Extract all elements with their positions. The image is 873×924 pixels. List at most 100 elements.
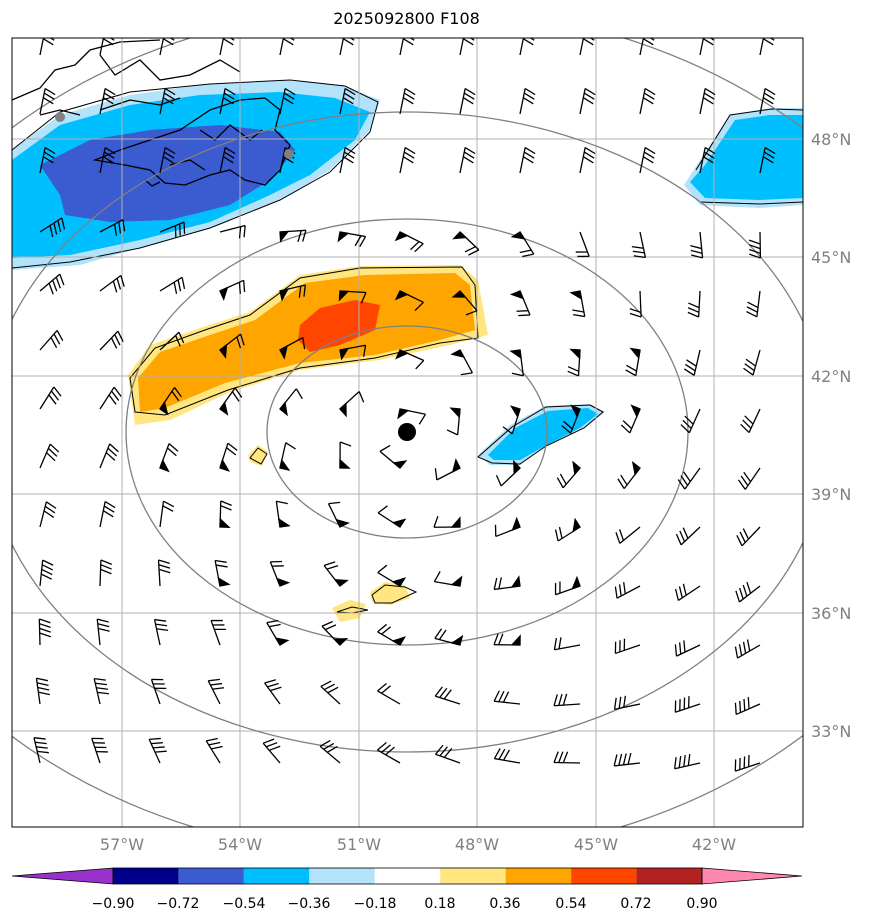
wind-barb-feather <box>524 87 536 96</box>
lon-label-57w: 57°W <box>100 835 144 854</box>
wind-barb-staff <box>699 147 706 174</box>
wind-barb-feather <box>360 292 367 304</box>
wind-barb-feather <box>112 280 118 293</box>
wind-barb-feather <box>53 222 58 235</box>
wind-barb-feather <box>618 753 623 766</box>
wind-barb-pennant <box>219 286 229 302</box>
wind-barb-pennant <box>338 290 350 302</box>
wind-barb <box>631 231 647 259</box>
wind-barb-feather <box>52 280 58 292</box>
wind-barb <box>399 87 416 115</box>
wind-barb <box>148 737 167 764</box>
wind-barb-feather <box>687 753 691 766</box>
wind-barb-feather <box>103 92 115 100</box>
wind-barb-feather <box>464 87 476 96</box>
wind-barb <box>339 87 356 115</box>
wind-barb-staff <box>459 88 466 115</box>
wind-barb-staff <box>519 147 526 174</box>
wind-barb-feather <box>498 748 506 760</box>
wind-barb <box>339 441 352 469</box>
wind-barb-staff <box>210 620 221 646</box>
coastline-segment <box>144 179 161 187</box>
wind-barb-feather <box>742 419 752 429</box>
wind-barb-staff <box>35 678 41 705</box>
wind-barb-feather <box>97 618 109 623</box>
wind-barb <box>159 331 185 351</box>
latitude-labels: 48°N 45°N 42°N 39°N 36°N 33°N <box>811 130 851 741</box>
wind-barb-feather <box>118 221 122 234</box>
wind-barb-feather <box>174 335 181 347</box>
wind-barb <box>579 146 596 174</box>
wind-barb-feather <box>243 225 246 238</box>
wind-barb-feather <box>96 687 108 690</box>
wind-barb-feather <box>704 146 716 155</box>
wind-barb <box>377 505 407 528</box>
wind-barb-staff <box>39 501 47 528</box>
wind-barb <box>159 38 175 56</box>
wind-barb-feather <box>342 38 354 46</box>
storm-center-dot <box>398 423 416 441</box>
wind-barb <box>99 330 124 351</box>
wind-barb-feather <box>684 415 694 425</box>
wind-barb-pennant <box>451 458 461 473</box>
wind-barb-pennant <box>279 230 290 243</box>
wind-barb-staff <box>157 560 161 587</box>
wind-barb <box>266 619 290 646</box>
wind-barb-feather <box>323 742 335 750</box>
wind-barb-feather <box>618 696 622 709</box>
wind-barb-staff <box>39 147 46 174</box>
wind-barb-feather <box>554 529 559 542</box>
shading-layer <box>12 80 803 622</box>
wind-barb-feather <box>464 246 476 253</box>
lat-label-33n: 33°N <box>811 722 851 741</box>
wind-barb-staff <box>579 88 586 115</box>
wind-barb-feather <box>269 623 281 628</box>
wind-barb-feather <box>439 746 448 757</box>
wind-barb-feather <box>100 568 112 575</box>
wind-barb-feather <box>415 360 425 370</box>
wind-barb-feather <box>763 92 775 100</box>
wind-barb-pennant <box>451 290 467 298</box>
wind-barb <box>339 146 356 174</box>
wind-barb-feather <box>704 87 716 96</box>
wind-barb-feather <box>414 301 424 311</box>
wind-barb-staff <box>39 443 51 469</box>
wind-barb <box>554 517 581 542</box>
wind-barb <box>99 559 113 587</box>
wind-barb-pennant <box>510 634 521 646</box>
wind-barb <box>553 693 581 707</box>
wind-barb <box>150 678 167 705</box>
wind-barb <box>99 274 125 293</box>
wind-barb-staff <box>279 88 286 115</box>
wind-barb <box>579 87 596 115</box>
wind-barb-pennant <box>395 349 409 360</box>
wind-barb-feather <box>567 370 579 377</box>
wind-barb-feather <box>556 477 564 489</box>
wind-barb-staff <box>459 38 465 56</box>
wind-barb <box>399 38 415 56</box>
wind-barb-staff <box>459 147 466 174</box>
wind-barb-feather <box>582 156 594 164</box>
wind-barb <box>433 515 461 528</box>
wind-barb-feather <box>468 249 480 256</box>
wind-barb-pennant <box>279 288 290 302</box>
wind-barb-feather <box>344 87 356 96</box>
wind-barb <box>159 87 176 115</box>
wind-barb-feather <box>104 500 116 509</box>
wind-barb-feather <box>469 38 475 41</box>
wind-barb-feather <box>37 750 49 754</box>
wind-barb-staff <box>675 703 701 713</box>
wind-barb <box>159 443 179 473</box>
wind-barb-feather <box>702 156 714 164</box>
wind-barb <box>157 559 171 587</box>
wind-barb <box>377 682 401 705</box>
wind-barb-feather <box>222 38 234 46</box>
wind-barb-staff <box>399 38 405 56</box>
wind-barb-pennant <box>569 348 581 360</box>
wind-barb-feather <box>345 30 355 36</box>
wind-barb <box>39 443 60 469</box>
wind-barb-feather <box>687 307 700 313</box>
wind-barb <box>687 290 701 318</box>
wind-barb <box>699 87 716 115</box>
wind-barb-feather <box>208 678 220 682</box>
